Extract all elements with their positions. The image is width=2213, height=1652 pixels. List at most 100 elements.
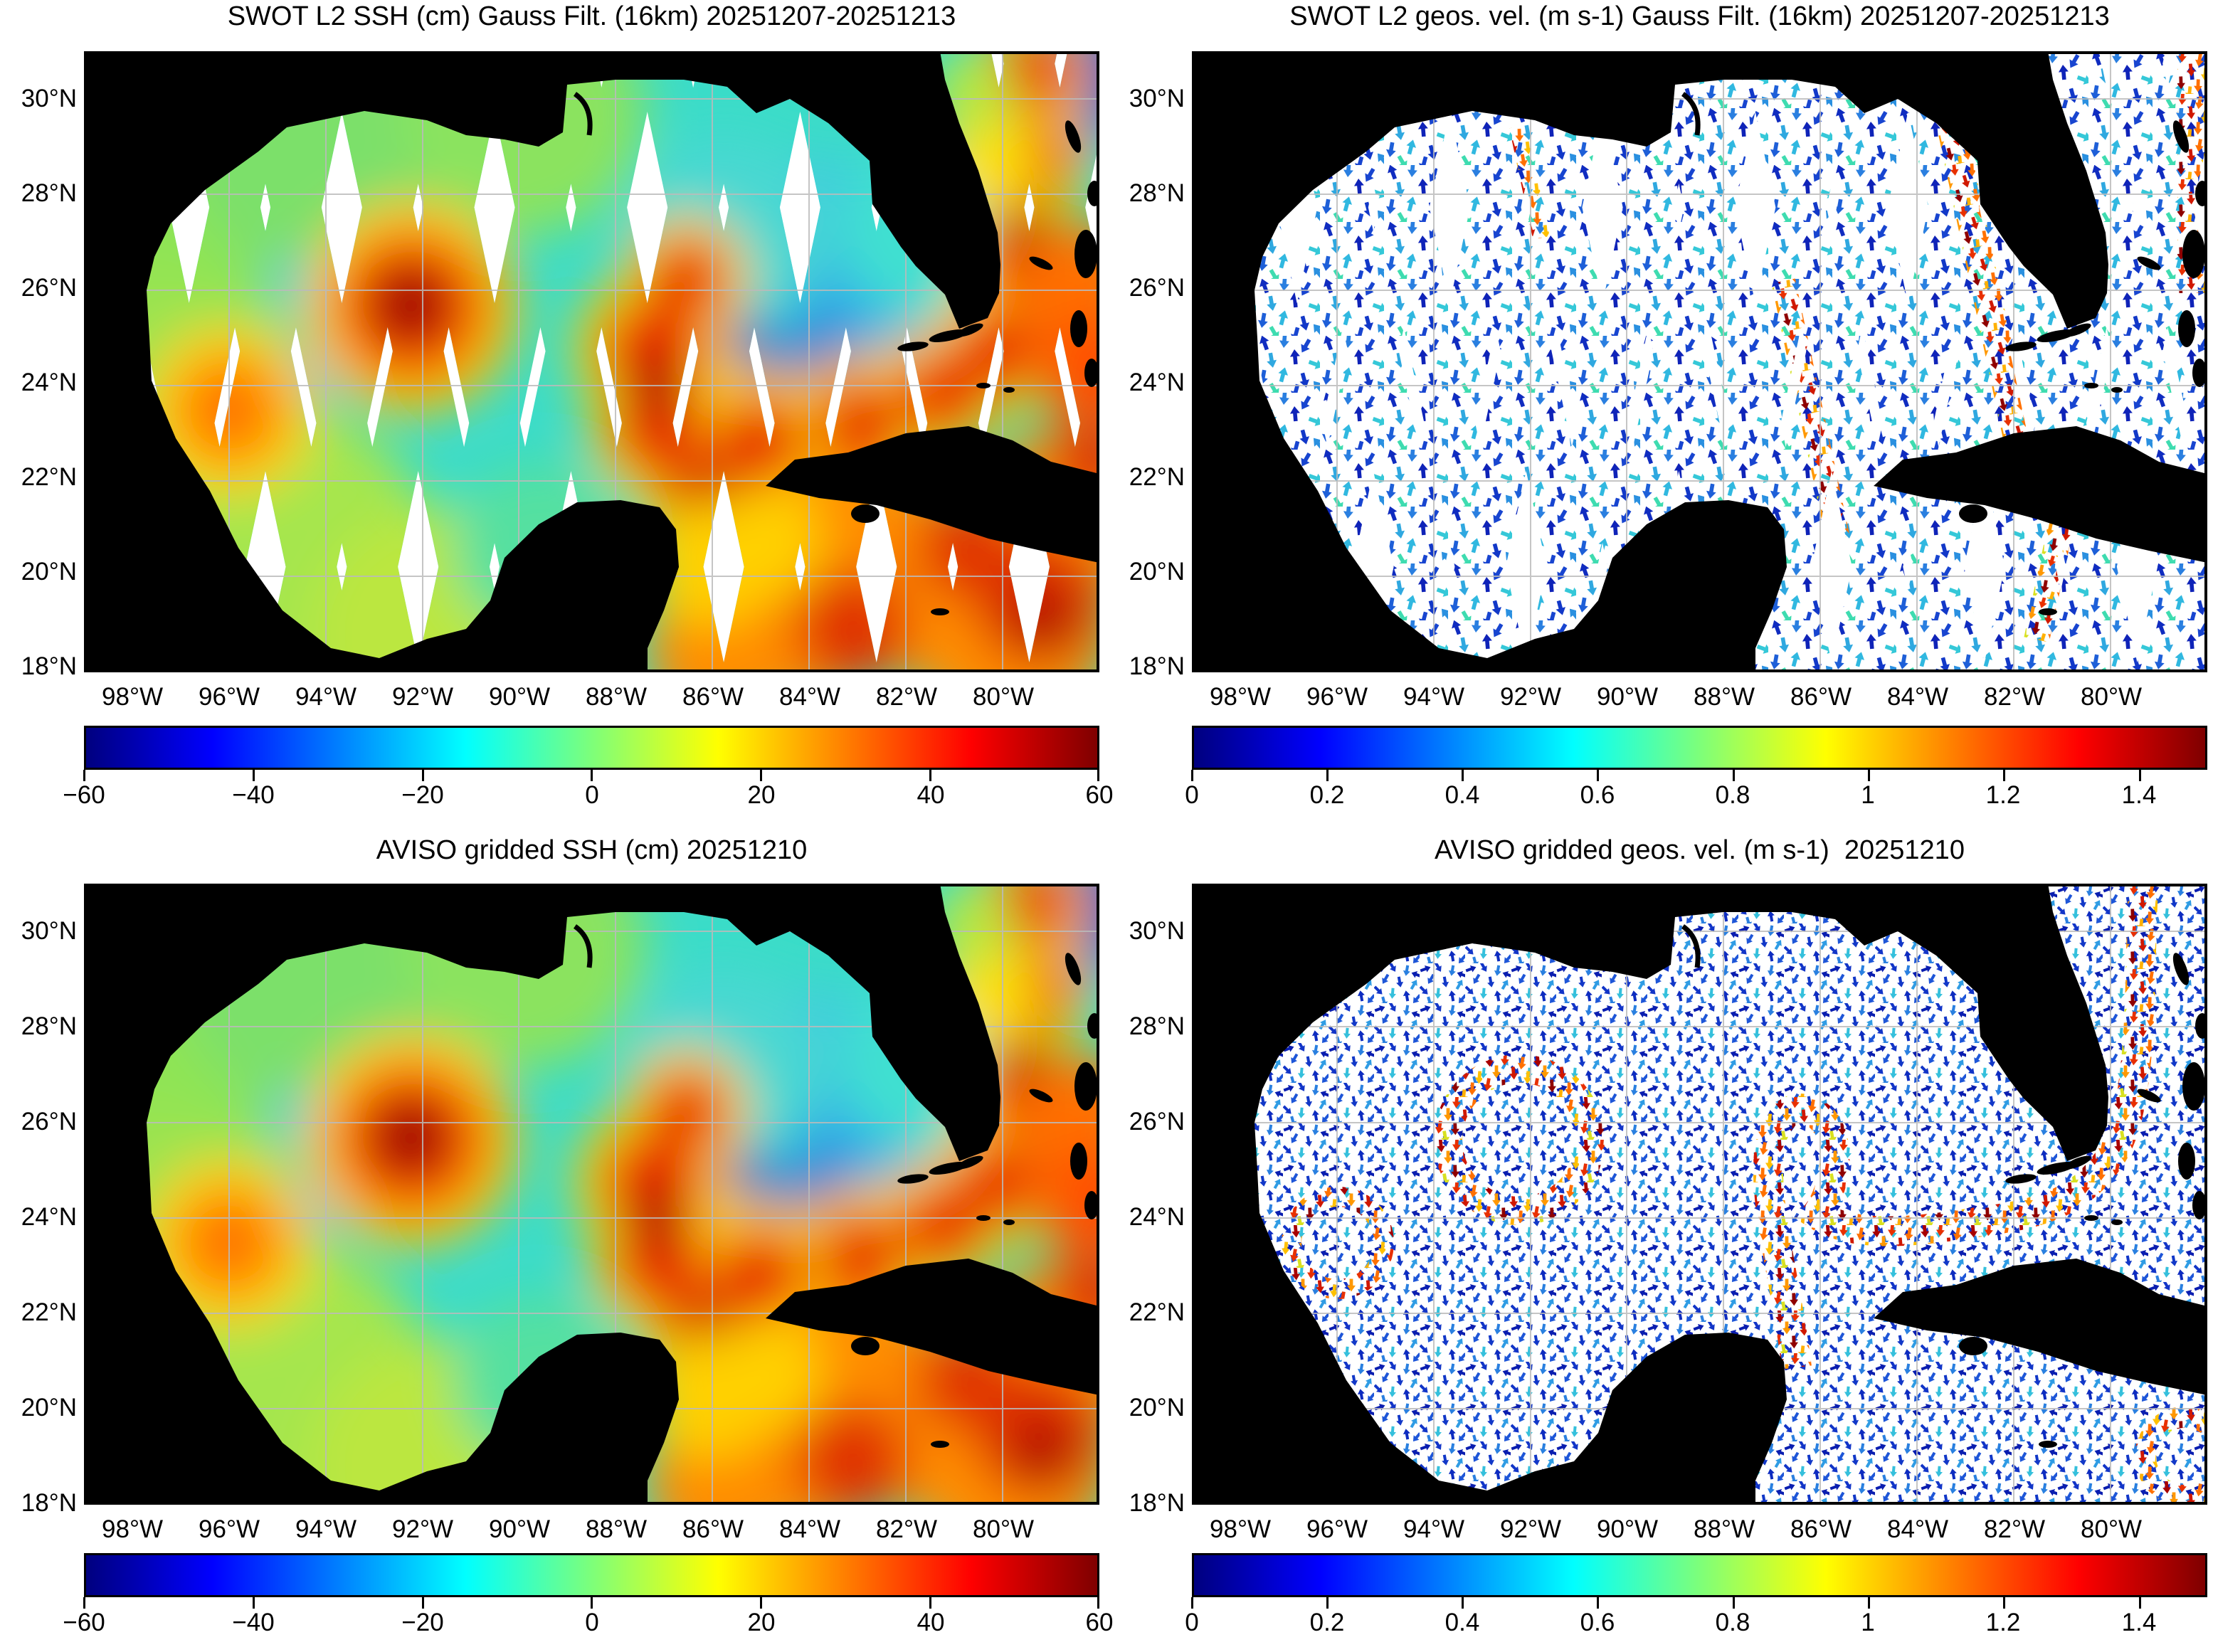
colorbar-tickmark [1597, 1597, 1599, 1609]
lat-tick: 18°N [1129, 652, 1185, 680]
map-swot-vel [1192, 51, 2207, 672]
colorbar-tick-label: 60 [1085, 1609, 1114, 1636]
lat-tick: 30°N [21, 85, 77, 112]
colorbar-tickmark [422, 1597, 424, 1609]
lon-tick: 96°W [199, 1515, 260, 1543]
lon-tick: 86°W [682, 683, 744, 711]
lat-tick: 24°N [1129, 1203, 1185, 1231]
lon-tick: 90°W [1597, 1515, 1658, 1543]
lat-tick: 24°N [1129, 369, 1185, 396]
lon-tick: 98°W [102, 1515, 163, 1543]
lon-tick: 92°W [1500, 683, 1561, 711]
colorbar-tickmark [253, 770, 255, 781]
colorbar-tick-label: 20 [747, 781, 776, 809]
lat-tick: 28°N [21, 179, 77, 207]
lat-tick: 26°N [1129, 274, 1185, 302]
colorbar-tick-label: 1 [1861, 781, 1875, 809]
lon-tick: 94°W [295, 683, 356, 711]
colorbar-tick-label: −60 [63, 781, 105, 809]
map-aviso-ssh [84, 884, 1099, 1505]
lon-tick: 94°W [295, 1515, 356, 1543]
colorbar-tickmark [591, 770, 593, 781]
lon-tick: 98°W [102, 683, 163, 711]
lon-tick: 90°W [1597, 683, 1658, 711]
lat-tick: 18°N [21, 652, 77, 680]
colorbar-tickmark [929, 770, 931, 781]
colorbar-tick-label: 1.2 [1985, 1609, 2021, 1636]
colorbar-tickmark [760, 770, 762, 781]
colorbar-tickmark [2003, 770, 2005, 781]
colorbar-tickmark [1326, 1597, 1329, 1609]
colorbar-tick-label: 0.2 [1309, 781, 1345, 809]
lon-tick: 98°W [1210, 1515, 1271, 1543]
colorbar-tickmark [2139, 770, 2141, 781]
colorbar-vel-bottom [1192, 1553, 2207, 1597]
colorbar-tickmark [422, 770, 424, 781]
colorbar-tickmark [1733, 1597, 1735, 1609]
lat-tick: 26°N [21, 274, 77, 302]
colorbar-tick-label: −20 [401, 781, 444, 809]
colorbar-tickmark [1462, 1597, 1464, 1609]
colorbar-tickmark [1097, 770, 1099, 781]
colorbar-tick-label: 0.4 [1444, 1609, 1480, 1636]
colorbar-tickmark [1191, 770, 1193, 781]
lat-tick: 20°N [1129, 1394, 1185, 1421]
lat-tick: 22°N [1129, 1298, 1185, 1326]
colorbar-tick-label: −40 [232, 1609, 275, 1636]
colorbar-tickmark [1462, 770, 1464, 781]
lon-tick: 84°W [779, 1515, 840, 1543]
colorbar-tick-label: −40 [232, 781, 275, 809]
colorbar-tickmark [83, 1597, 85, 1609]
lat-tick: 28°N [21, 1012, 77, 1040]
lat-tick: 26°N [1129, 1108, 1185, 1135]
lon-tick: 82°W [876, 683, 937, 711]
colorbar-tickmark [1868, 1597, 1870, 1609]
lat-tick: 22°N [21, 1298, 77, 1326]
lon-tick: 96°W [199, 683, 260, 711]
lon-tick: 86°W [1790, 1515, 1852, 1543]
lon-tick: 80°W [973, 683, 1034, 711]
colorbar-tick-label: 1.2 [1985, 781, 2021, 809]
colorbar-tick-label: 0.8 [1715, 781, 1750, 809]
panel-title-swot-vel: SWOT L2 geos. vel. (m s-1) Gauss Filt. (… [1289, 1, 2110, 31]
colorbar-tick-label: 60 [1085, 781, 1114, 809]
colorbar-tickmark [929, 1597, 931, 1609]
colorbar-ssh-bottom [84, 1553, 1099, 1597]
colorbar-tickmark [1097, 1597, 1099, 1609]
lon-tick: 88°W [586, 1515, 647, 1543]
map-swot-ssh [84, 51, 1099, 672]
lat-tick: 18°N [21, 1489, 77, 1517]
lat-tick: 24°N [21, 369, 77, 396]
lat-tick: 30°N [21, 917, 77, 945]
colorbar-tick-label: 1.4 [2121, 781, 2157, 809]
colorbar-tick-label: 20 [747, 1609, 776, 1636]
colorbar-tick-label: 0 [1185, 781, 1199, 809]
lon-tick: 94°W [1403, 1515, 1464, 1543]
lon-tick: 96°W [1306, 683, 1368, 711]
colorbar-tick-label: 40 [917, 781, 945, 809]
lon-tick: 98°W [1210, 683, 1271, 711]
colorbar-tick-label: −60 [63, 1609, 105, 1636]
lon-tick: 84°W [1887, 683, 1948, 711]
lon-tick: 90°W [489, 1515, 550, 1543]
lat-tick: 28°N [1129, 1012, 1185, 1040]
colorbar-tickmark [1733, 770, 1735, 781]
colorbar-ssh-top [84, 726, 1099, 770]
colorbar-tick-label: 0.6 [1580, 1609, 1615, 1636]
lon-tick: 80°W [973, 1515, 1034, 1543]
lon-tick: 90°W [489, 683, 550, 711]
colorbar-tick-label: −20 [401, 1609, 444, 1636]
lon-tick: 88°W [586, 683, 647, 711]
lon-tick: 84°W [1887, 1515, 1948, 1543]
lon-tick: 82°W [1984, 683, 2045, 711]
colorbar-tickmark [2003, 1597, 2005, 1609]
lon-tick: 92°W [392, 1515, 453, 1543]
colorbar-tick-label: 0.6 [1580, 781, 1615, 809]
lon-tick: 86°W [1790, 683, 1852, 711]
colorbar-tickmark [1191, 1597, 1193, 1609]
colorbar-tick-label: 1.4 [2121, 1609, 2157, 1636]
lat-tick: 26°N [21, 1108, 77, 1135]
lon-tick: 82°W [1984, 1515, 2045, 1543]
lat-tick: 18°N [1129, 1489, 1185, 1517]
